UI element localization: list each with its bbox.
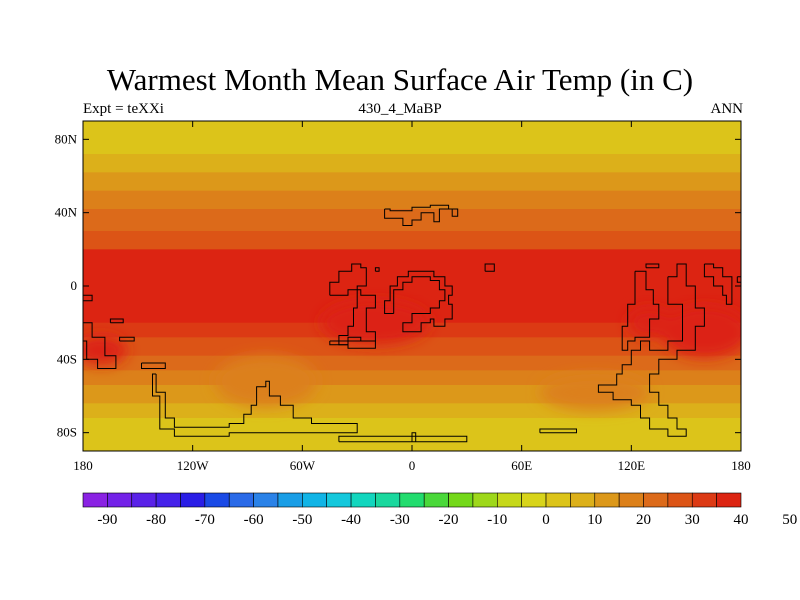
coastline-segment [119,336,135,342]
colorbar-label: -50 [292,512,312,528]
lat-tick-label: 40S [57,351,77,366]
lat-tick-label: 80N [55,131,78,146]
colorbar-label: 50 [782,512,797,528]
coastline-segment [141,362,166,369]
colorbar-swatch [496,492,522,508]
colorbar-swatch [399,492,425,508]
colorbar-swatch [180,492,206,508]
temperature-anomalies [83,300,741,411]
experiment-label: Expt = teXXi [83,101,164,117]
colorbar-swatch [302,492,328,508]
temperature-band [83,231,741,250]
lon-tick-label: 120W [177,458,210,473]
temperature-band [83,121,741,137]
coastline-segment [83,322,117,369]
colorbar-label: 40 [734,512,749,528]
colorbar-swatch [228,492,254,508]
colorbar-swatch [277,492,303,508]
colorbar-swatch [643,492,669,508]
colorbar-label: -10 [487,512,507,528]
colorbar-label: -30 [390,512,410,528]
coastline-segment [736,276,741,283]
colorbar-label: 10 [587,512,602,528]
temperature-field [83,121,741,451]
lon-tick-label: 180 [731,458,751,473]
coastline-segment [621,270,660,351]
coastline-segment [484,263,495,272]
coastline-segment [329,263,376,346]
colorbar-swatch [448,492,474,508]
colorbar-label: -60 [244,512,264,528]
coastline-segment [539,428,577,434]
coastline-segment [374,267,380,272]
colorbar-swatch [691,492,717,508]
chart-title: Warmest Month Mean Surface Air Temp (in … [106,62,694,97]
temperature-band [83,190,741,210]
colorbar-swatch [131,492,157,508]
colorbar-swatch [594,492,620,508]
colorbar-swatch [326,492,352,508]
colorbar-label: -70 [195,512,215,528]
lon-tick-label: 60W [290,458,316,473]
colorbar-swatch [570,492,596,508]
colorbar-label: 20 [636,512,651,528]
colorbar-swatch [545,492,571,508]
lat-tick-label: 0 [71,278,78,293]
coastline-segment [384,270,453,333]
temperature-band [83,154,741,173]
lon-tick-label: 120E [618,458,646,473]
coastlines [83,204,741,443]
lon-tick-label: 60E [511,458,532,473]
temperature-band [83,249,741,296]
temperature-band [83,355,741,371]
colorbar-swatch [253,492,279,508]
coastline-segment [152,373,358,437]
colorbar-swatch [204,492,230,508]
colorbar-label: -20 [439,512,459,528]
temperature-patch [539,374,650,411]
colorbar-label: -40 [341,512,361,528]
colorbar-swatch [155,492,181,508]
colorbar-swatch [107,492,133,508]
coastline-segment [83,294,93,302]
temperature-patch [660,306,741,358]
colorbar-swatch [521,492,547,508]
axis-ticks: 80N 40N 0 40S 80S 180 120W 60W 0 60E 120E 180 [55,121,751,473]
colorbar-swatch [423,492,449,508]
coastline-segment [411,432,417,442]
coastline-segment [109,318,124,324]
coastline-segment [329,340,376,349]
colorbar: -90 -80 -70 -60 -50 -40 -30 -20 -10 0 10 20 30 40 50 [82,492,797,528]
coastline-segment [645,263,660,269]
coastline-segment [384,204,459,226]
lon-tick-label: 0 [409,458,416,473]
colorbar-swatch [472,492,498,508]
colorbar-swatch [375,492,401,508]
coastline-segment [597,263,705,437]
colorbar-label: -80 [146,512,166,528]
colorbar-swatch [350,492,376,508]
lon-tick-label: 180 [73,458,93,473]
colorbar-swatch [82,492,108,508]
temperature-band [83,337,741,357]
colorbar-label: 0 [542,512,550,528]
season-label: ANN [710,101,744,117]
colorbar-swatch [667,492,693,508]
colorbar-swatch [716,492,742,508]
coastline-segment [703,263,733,305]
temperature-band [83,403,741,419]
temperature-band [83,172,741,192]
period-label: 430_4_MaBP [358,101,442,117]
temperature-band [83,135,741,155]
lat-tick-label: 80S [57,425,77,440]
colorbar-label: 30 [685,512,700,528]
lat-tick-label: 40N [55,205,78,220]
colorbar-swatch [618,492,644,508]
coastline-segment [338,435,468,443]
colorbar-label: -90 [97,512,117,528]
